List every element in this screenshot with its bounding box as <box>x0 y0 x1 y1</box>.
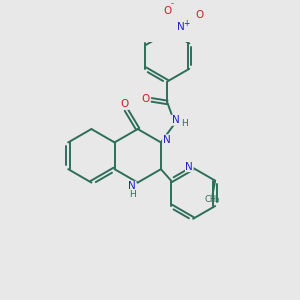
Text: CH₃: CH₃ <box>205 195 220 204</box>
Text: N: N <box>185 162 193 172</box>
Text: O: O <box>121 99 129 109</box>
Text: -: - <box>171 0 174 8</box>
Text: H: H <box>129 190 136 199</box>
Text: N: N <box>172 115 179 125</box>
Text: +: + <box>183 19 189 28</box>
Text: H: H <box>181 119 188 128</box>
Text: O: O <box>163 6 171 16</box>
Text: N: N <box>177 22 184 32</box>
Text: O: O <box>142 94 150 103</box>
Text: N: N <box>163 135 170 145</box>
Text: N: N <box>128 182 136 191</box>
Text: O: O <box>196 10 204 20</box>
